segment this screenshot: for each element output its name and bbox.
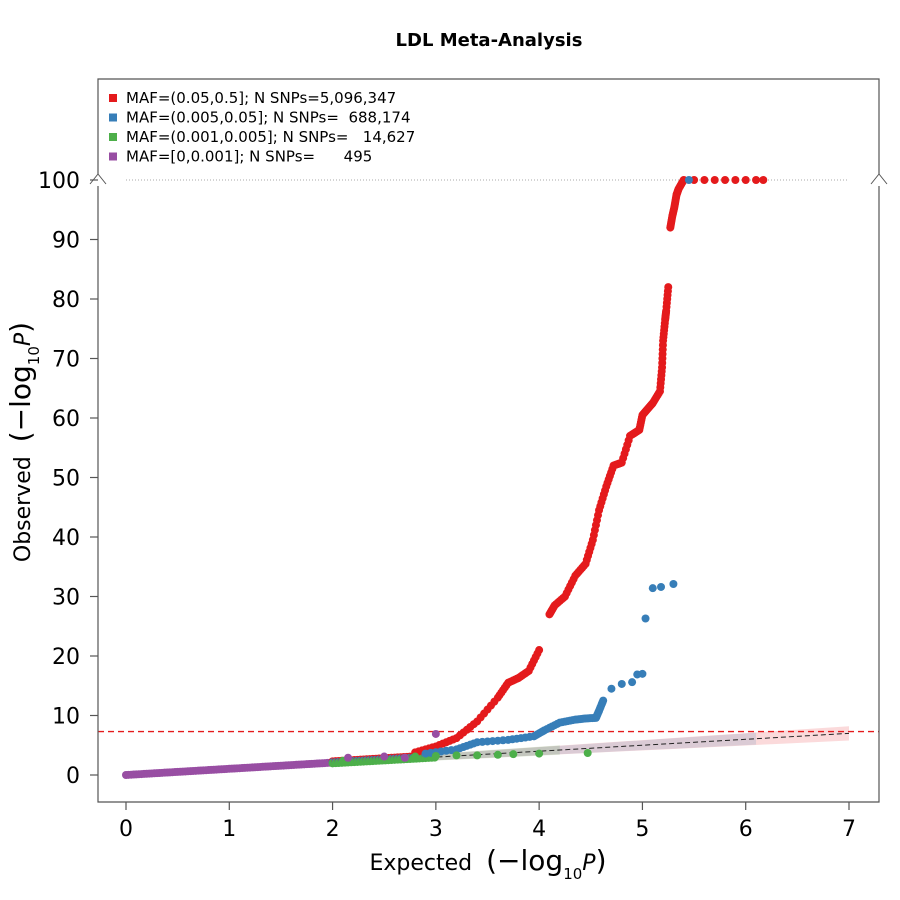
legend-swatch bbox=[109, 152, 117, 161]
data-point bbox=[710, 176, 719, 184]
y-tick-label: 20 bbox=[52, 645, 80, 670]
x-axis-label-var: P bbox=[582, 851, 596, 876]
x-tick-label: 1 bbox=[222, 817, 236, 842]
x-tick-label: 0 bbox=[119, 817, 133, 842]
legend-label: MAF=(0.05,0.5]; N SNPs=5,096,347 bbox=[126, 89, 396, 107]
series-1 bbox=[411, 176, 768, 757]
y-axis-label-var: P bbox=[11, 332, 36, 346]
plot-frame bbox=[89, 78, 888, 803]
legend-label: MAF=(0.005,0.05]; N SNPs= 688,174 bbox=[126, 109, 411, 127]
data-point bbox=[617, 679, 626, 688]
x-tick-label: 4 bbox=[532, 817, 546, 842]
x-tick-label: 5 bbox=[635, 817, 649, 842]
data-point bbox=[400, 753, 409, 762]
axis-break-mark-left bbox=[89, 173, 107, 185]
data-point bbox=[599, 696, 608, 705]
legend-swatch bbox=[109, 94, 117, 102]
data-point bbox=[509, 750, 518, 759]
y-axis-label-open: (−log bbox=[4, 365, 37, 442]
series-3 bbox=[338, 748, 592, 765]
data-point bbox=[431, 729, 440, 738]
x-axis-label-sub: 10 bbox=[563, 865, 582, 883]
data-point bbox=[411, 752, 420, 761]
axis-break-mark-right bbox=[870, 173, 888, 185]
data-point bbox=[657, 582, 666, 591]
data-point bbox=[638, 669, 647, 678]
legend-label: MAF=[0,0.001]; N SNPs= 495 bbox=[126, 148, 372, 166]
data-point bbox=[628, 678, 637, 687]
y-axis-label: Observed (−log10P) bbox=[4, 322, 43, 562]
y-axis-label-close: ) bbox=[4, 322, 37, 333]
data-point bbox=[535, 646, 544, 655]
legend-swatch bbox=[109, 113, 117, 122]
x-axis-label-prefix: Expected bbox=[369, 851, 472, 876]
y-tick-label: 50 bbox=[52, 467, 80, 492]
data-point bbox=[684, 176, 693, 184]
data-point bbox=[344, 753, 353, 762]
data-point bbox=[535, 749, 544, 758]
y-tick-label: 10 bbox=[52, 705, 80, 730]
data-point bbox=[641, 614, 650, 623]
data-point bbox=[731, 176, 740, 184]
data-point bbox=[759, 176, 768, 184]
data-point bbox=[669, 580, 678, 589]
y-tick-label: 30 bbox=[52, 586, 80, 611]
y-tick-label: 60 bbox=[52, 407, 80, 432]
data-point bbox=[473, 751, 482, 760]
x-axis-label: Expected (−log10P) bbox=[369, 844, 606, 883]
data-point bbox=[583, 748, 592, 757]
legend-label: MAF=(0.001,0.005]; N SNPs= 14,627 bbox=[126, 128, 415, 146]
data-point bbox=[648, 584, 657, 593]
legend: MAF=(0.05,0.5]; N SNPs=5,096,347 MAF=(0.0… bbox=[109, 89, 415, 166]
y-tick-label: 80 bbox=[52, 288, 80, 313]
series-2 bbox=[421, 176, 693, 758]
frame-border bbox=[97, 78, 880, 803]
y-axis-label-prefix: Observed bbox=[11, 456, 36, 562]
y-axis-label-sub: 10 bbox=[25, 346, 43, 365]
y-tick-label: 100 bbox=[38, 169, 80, 194]
x-tick-label: 6 bbox=[739, 817, 753, 842]
x-axis-label-open: (−log bbox=[486, 844, 563, 877]
y-tick-label: 40 bbox=[52, 526, 80, 551]
x-axis: 0 1 2 3 4 5 6 7 bbox=[119, 802, 856, 842]
data-point bbox=[607, 684, 616, 693]
x-tick-label: 3 bbox=[429, 817, 443, 842]
x-tick-label: 2 bbox=[326, 817, 340, 842]
y-tick-label: 70 bbox=[52, 348, 80, 373]
y-axis: 0 10 20 30 40 50 60 70 80 90 100 bbox=[38, 169, 98, 789]
y-tick-label: 0 bbox=[66, 764, 80, 789]
data-point bbox=[752, 176, 761, 184]
data-point bbox=[380, 752, 389, 761]
x-axis-label-close: ) bbox=[596, 844, 607, 877]
series-4 bbox=[344, 729, 440, 762]
legend-swatch bbox=[109, 133, 117, 141]
data-point bbox=[741, 176, 750, 184]
chart-title: LDL Meta-Analysis bbox=[396, 30, 583, 51]
data-point bbox=[721, 176, 730, 184]
data-point bbox=[493, 750, 502, 759]
y-tick-label: 90 bbox=[52, 229, 80, 254]
data-point bbox=[452, 751, 461, 760]
data-point bbox=[431, 751, 440, 760]
x-tick-label: 7 bbox=[842, 817, 856, 842]
data-points bbox=[122, 176, 768, 779]
data-point bbox=[700, 176, 709, 184]
data-point bbox=[664, 283, 673, 292]
